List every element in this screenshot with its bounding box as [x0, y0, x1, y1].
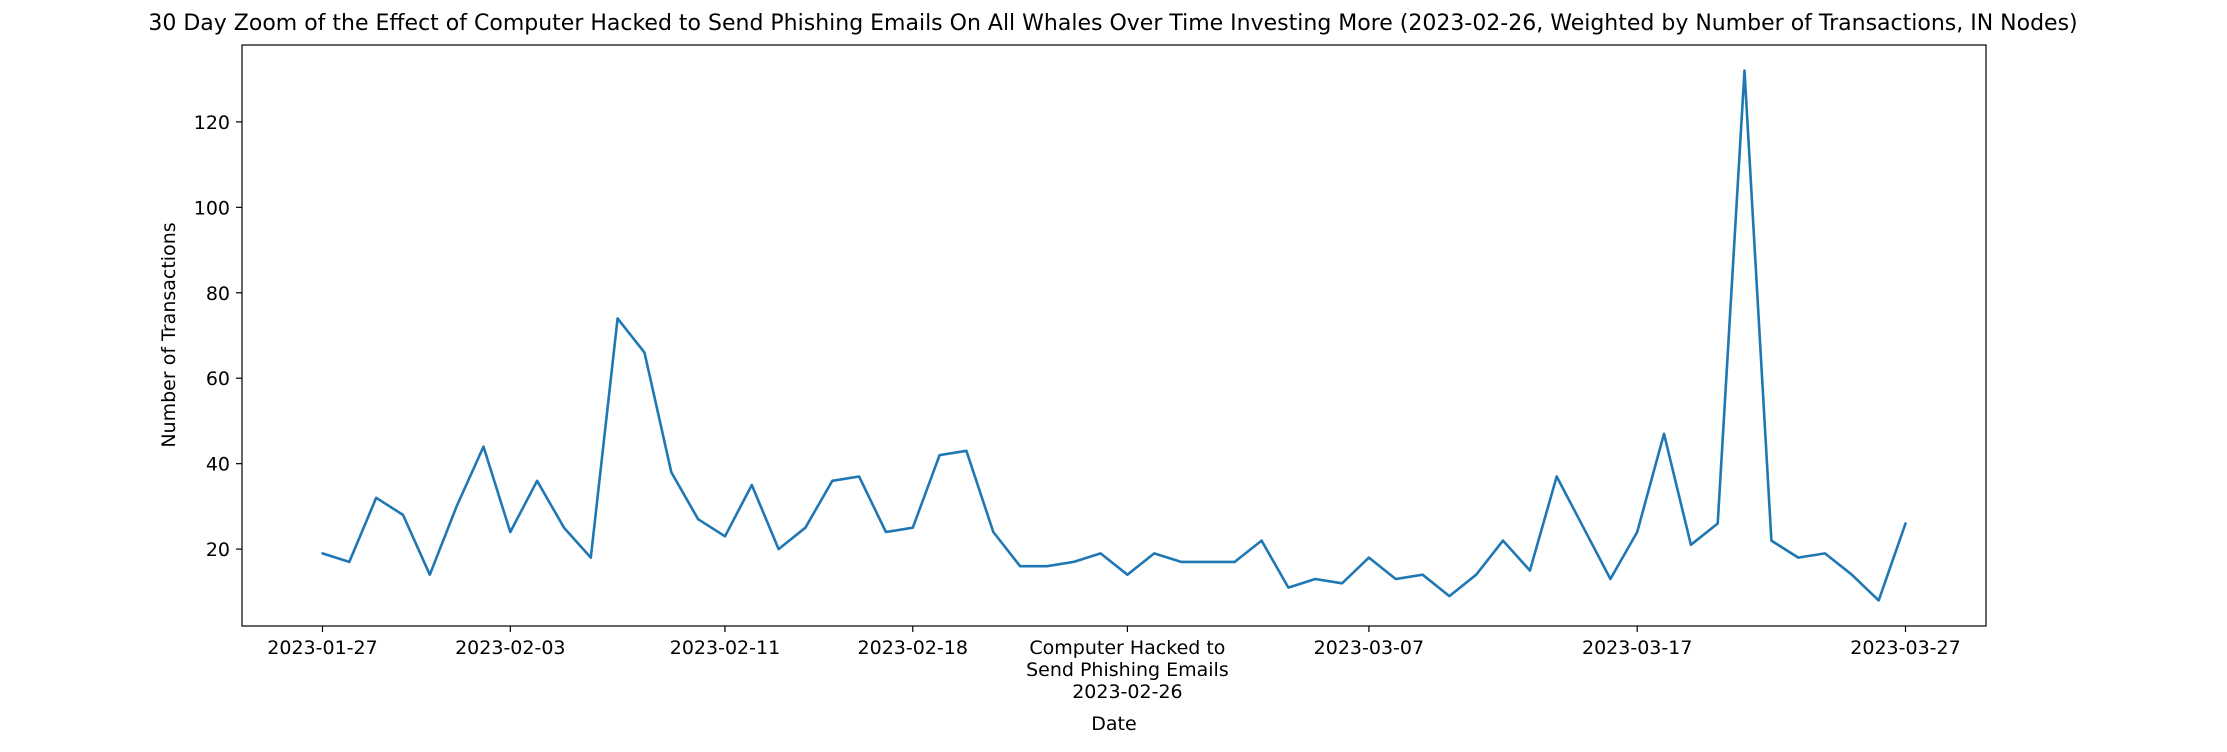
series-line-0 — [321, 69, 1907, 602]
y-tick-label: 80 — [206, 283, 230, 305]
chart-title: 30 Day Zoom of the Effect of Computer Ha… — [148, 11, 2077, 36]
x-tick-label: 2023-02-03 — [455, 637, 565, 659]
x-tick-label: 2023-01-27 — [267, 637, 377, 659]
plot-frame — [241, 44, 1987, 627]
x-tick-label: Computer Hacked to Send Phishing Emails 20… — [1026, 637, 1229, 703]
x-tick-label: 2023-03-07 — [1314, 637, 1424, 659]
y-tick-label: 120 — [194, 112, 230, 134]
y-tick-label: 40 — [206, 454, 230, 476]
y-axis: 20 40 60 80 100 120 — [194, 112, 242, 561]
plot-area — [321, 69, 1907, 602]
y-tick-label: 100 — [194, 197, 230, 219]
y-tick-label: 20 — [206, 539, 230, 561]
y-tick-label: 60 — [206, 368, 230, 390]
x-axis-label: Date — [1091, 713, 1136, 735]
x-tick-label: 2023-03-27 — [1850, 637, 1960, 659]
x-axis: 2023-01-27 2023-02-03 2023-02-11 2023-02-18… — [267, 626, 1961, 703]
x-tick-label: 2023-02-18 — [858, 637, 968, 659]
y-axis-label: Number of Transactions — [158, 222, 180, 447]
x-tick-label: 2023-02-11 — [670, 637, 780, 659]
x-tick-label: 2023-03-17 — [1582, 637, 1692, 659]
